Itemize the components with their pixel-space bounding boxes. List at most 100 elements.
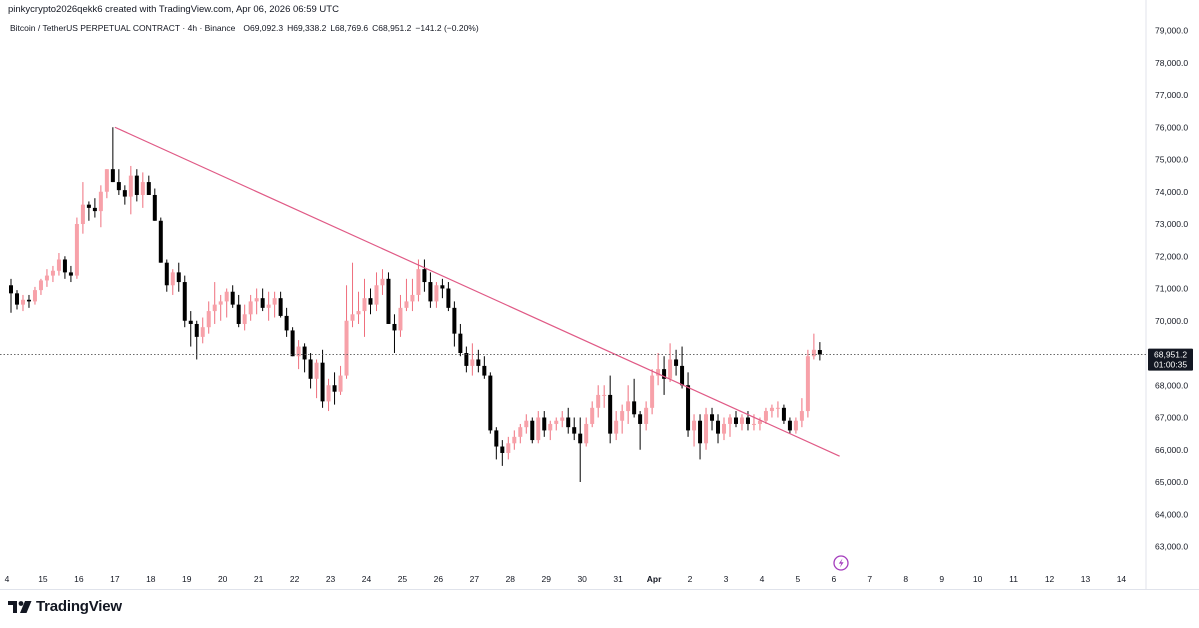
candle-down — [440, 285, 445, 289]
tradingview-logo[interactable]: TradingView — [8, 598, 122, 615]
candle-up — [314, 362, 319, 379]
last-price-value: 68,951.2 — [1154, 350, 1187, 360]
price-tick-label: 74,000.0 — [1155, 187, 1188, 197]
candle-up — [218, 301, 223, 305]
candle-down — [308, 359, 313, 379]
time-tick-label: 6 — [831, 574, 836, 584]
candle-down — [566, 417, 571, 428]
candle-down — [92, 207, 97, 212]
legend-symbol[interactable]: Bitcoin / TetherUS PERPETUAL CONTRACT — [10, 23, 181, 33]
candle-down — [278, 298, 283, 316]
price-tick-label: 78,000.0 — [1155, 58, 1188, 68]
candle-up — [656, 369, 661, 376]
candle-up — [769, 407, 774, 412]
candle-up — [272, 298, 277, 305]
candle-down — [698, 420, 703, 444]
time-tick-label: 4 — [760, 574, 765, 584]
candle-up — [668, 359, 673, 379]
candle-up — [200, 327, 205, 337]
candle-up — [524, 420, 529, 428]
candle-down — [674, 359, 679, 366]
time-tick-label: 29 — [542, 574, 552, 584]
candle-down — [68, 272, 73, 276]
candle-up — [212, 304, 217, 312]
candle-up — [80, 204, 85, 224]
legend-open-label: O — [243, 23, 250, 33]
candle-down — [158, 220, 163, 263]
candle-down — [458, 333, 463, 353]
price-tick-label: 77,000.0 — [1155, 90, 1188, 100]
candle-up — [728, 417, 732, 424]
candle-down — [476, 359, 481, 366]
candle-up — [170, 272, 175, 286]
price-tick-label: 63,000.0 — [1155, 542, 1188, 552]
time-tick-label: 21 — [254, 574, 264, 584]
time-tick-label: 31 — [613, 574, 623, 584]
candle-down — [86, 204, 91, 208]
candle-up — [560, 417, 565, 421]
price-tick-label: 70,000.0 — [1155, 316, 1188, 326]
candle-up — [74, 224, 79, 276]
candle-down — [332, 385, 337, 392]
candle-down — [176, 272, 181, 283]
candle-up — [512, 436, 517, 444]
candle-up — [242, 314, 247, 324]
candle-up — [206, 311, 211, 328]
time-tick-label: 20 — [218, 574, 228, 584]
candle-up — [104, 169, 109, 192]
legend-high-label: H — [287, 23, 294, 33]
time-axis[interactable]: 4 15 16 17 18 19 20 21 22 23 24 25 26 27 28 29 30 31 Apr 2 3… — [5, 574, 1127, 584]
time-tick-label: 28 — [506, 574, 516, 584]
legend-open-value: 69,092.3 — [249, 23, 284, 33]
price-tick-label: 71,000.0 — [1155, 284, 1188, 294]
time-tick-label: 9 — [939, 574, 944, 584]
symbol-legend: Bitcoin / TetherUS PERPETUAL CONTRACT · … — [10, 23, 479, 33]
candle-down — [608, 394, 613, 434]
candle-down — [482, 365, 487, 376]
candle-down — [745, 417, 750, 424]
price-tick-label: 66,000.0 — [1155, 445, 1188, 455]
candle-down — [62, 259, 67, 273]
candle-down — [146, 182, 151, 195]
time-tick-label: 15 — [38, 574, 48, 584]
candle-down — [710, 414, 715, 421]
candle-up — [763, 411, 768, 421]
candle-down — [464, 353, 469, 366]
candle-up — [554, 420, 559, 424]
candle-down — [716, 420, 721, 434]
last-price-layer: 68,951.201:00:35 — [0, 348, 1193, 371]
time-tick-label: 14 — [1117, 574, 1127, 584]
candle-up — [739, 417, 744, 424]
candle-up — [626, 401, 631, 412]
candle-up — [614, 420, 619, 434]
price-tick-label: 64,000.0 — [1155, 509, 1188, 519]
bolt-layer[interactable] — [833, 555, 849, 571]
candle-up — [344, 320, 349, 376]
price-tick-label: 68,000.0 — [1155, 380, 1188, 390]
price-axis[interactable]: 63,000.0 64,000.0 65,000.0 66,000.0 67,000.0… — [1155, 26, 1188, 552]
candle-down — [817, 350, 822, 355]
time-tick-label: 11 — [1009, 574, 1018, 584]
candle-up — [56, 259, 61, 271]
time-tick-label: 23 — [326, 574, 336, 584]
candle-up — [356, 311, 361, 315]
time-tick-label: 4 — [5, 574, 10, 584]
legend-interval[interactable]: 4h — [187, 23, 198, 33]
candle-up — [536, 417, 541, 441]
candle-up — [266, 304, 271, 308]
candle-up — [584, 423, 589, 444]
candle-down — [122, 190, 127, 197]
trendline[interactable] — [114, 126, 840, 457]
candle-up — [338, 375, 343, 392]
bolt-glyph — [838, 558, 844, 568]
candle-down — [230, 291, 235, 305]
candle-down — [494, 430, 499, 447]
time-tick-label: 24 — [362, 574, 372, 584]
candle-down — [320, 362, 325, 402]
candle-up — [704, 414, 709, 444]
time-tick-label: 30 — [577, 574, 587, 584]
time-tick-label: 22 — [290, 574, 300, 584]
price-tick-label: 72,000.0 — [1155, 251, 1188, 261]
time-tick-label: 18 — [146, 574, 156, 584]
